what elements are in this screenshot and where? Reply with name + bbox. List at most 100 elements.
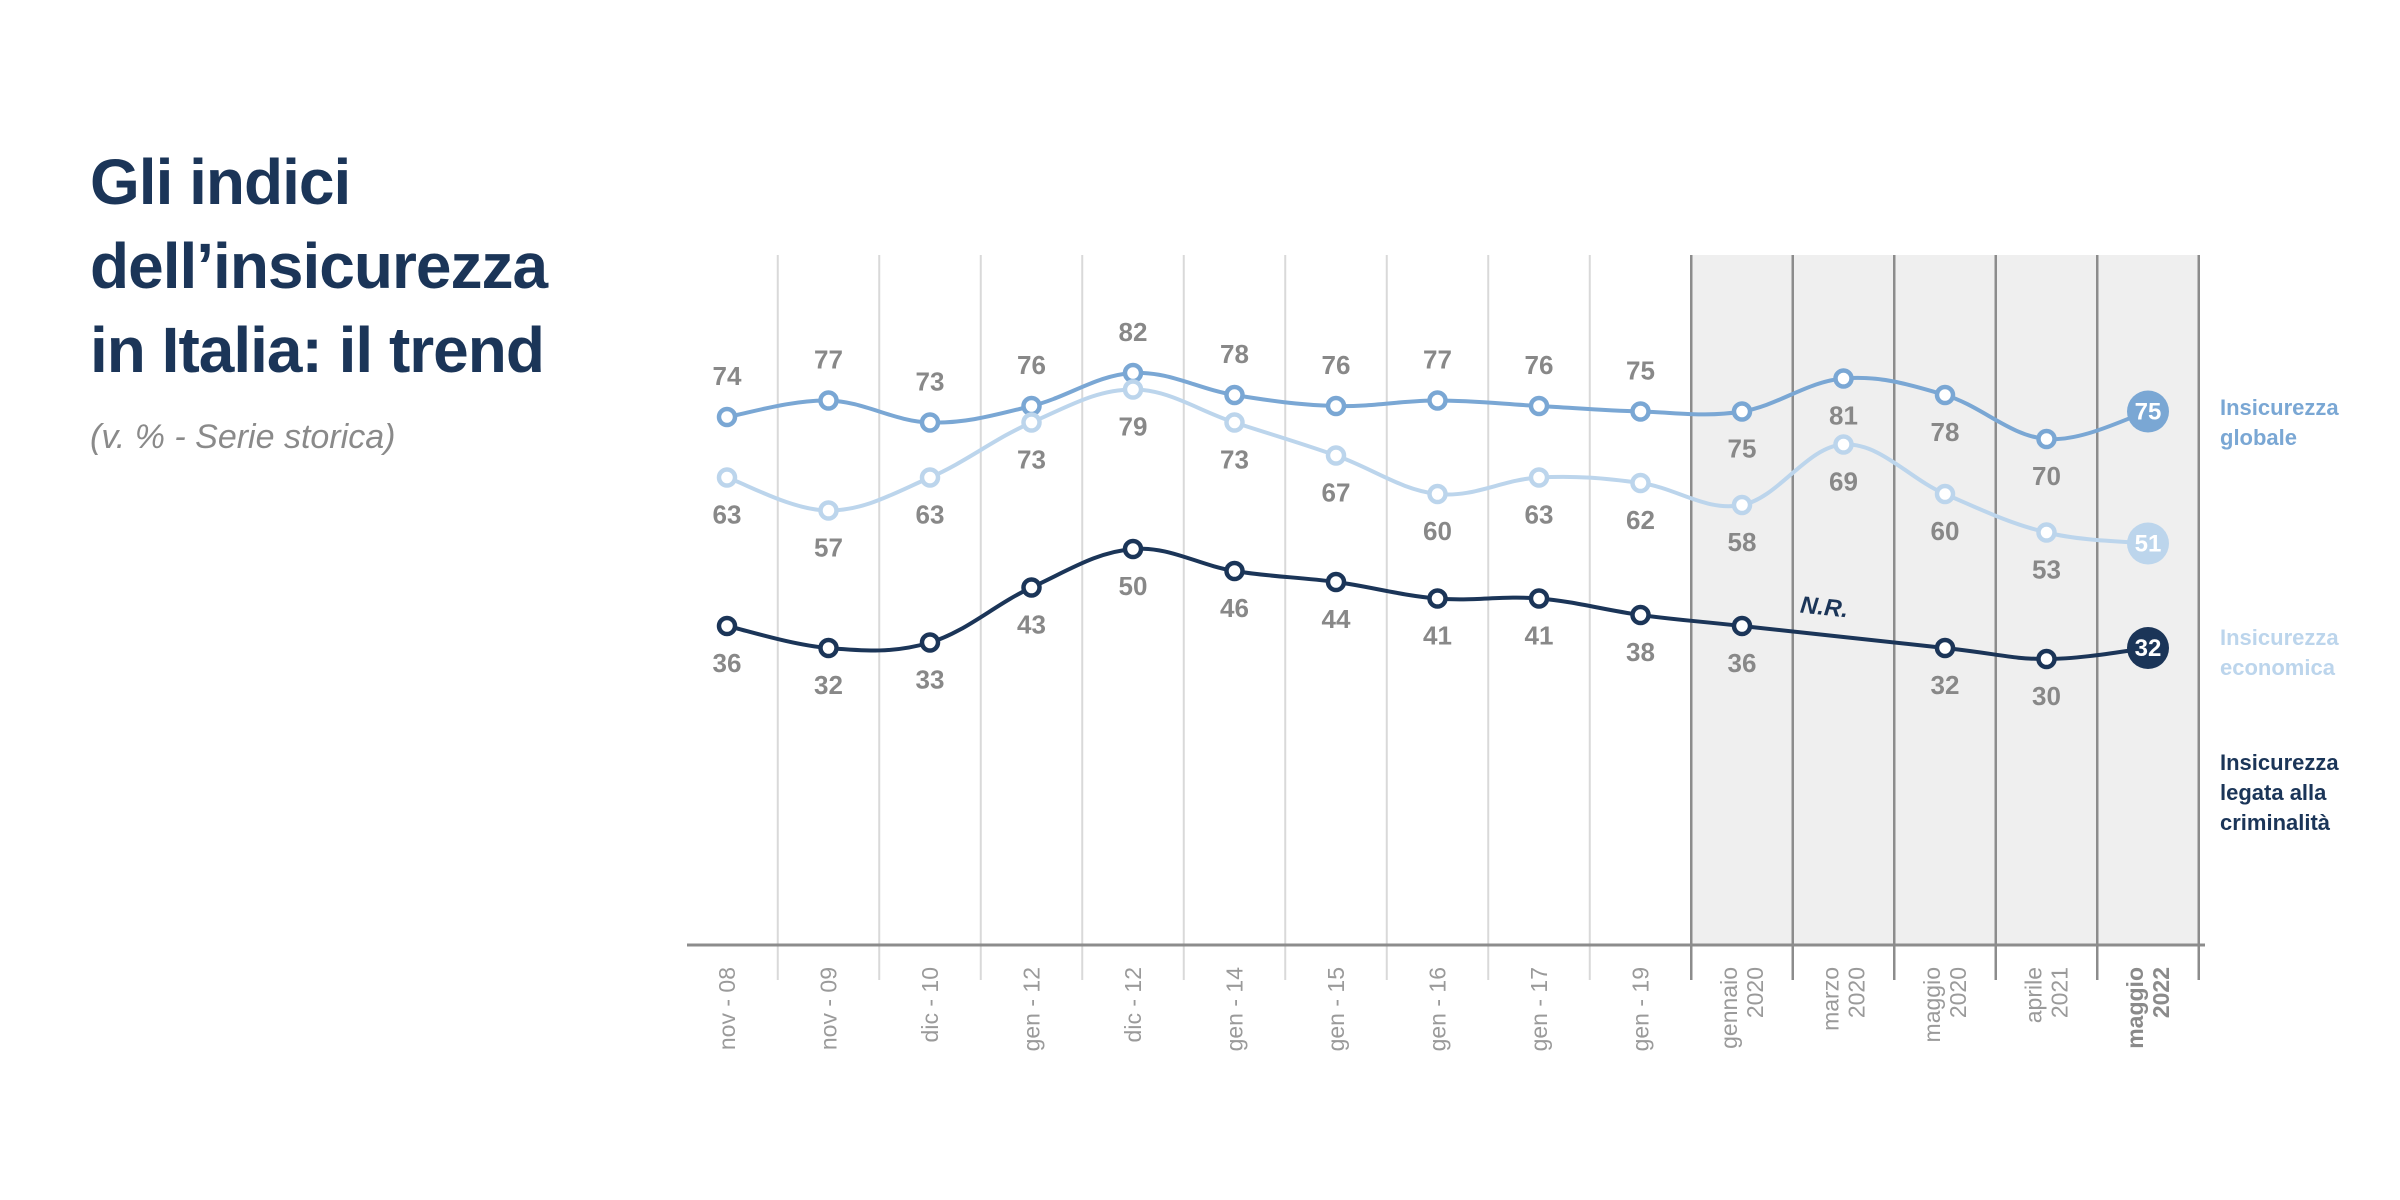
x-tick-label: maggio [2122,967,2148,1049]
legend-label: globale [2220,425,2297,450]
data-label: 81 [1829,401,1858,431]
page-title-line-1: Gli indici [90,146,351,218]
data-point [1224,384,1245,406]
page-title-line-3: in Italia: il trend [90,314,545,386]
x-tick-label: maggio [1919,967,1945,1042]
data-label: 53 [2032,555,2061,585]
data-point [1021,577,1042,598]
end-value-label: 51 [2135,531,2162,558]
data-point [1630,604,1651,626]
data-label: 73 [916,367,945,397]
legend-label: legata alla [2220,780,2327,805]
data-point [1325,395,1347,417]
data-point [1934,637,1956,659]
x-tick-label: 2022 [2148,967,2174,1018]
data-label: 77 [814,345,843,375]
data-label: 57 [814,533,843,563]
data-label: 76 [1322,350,1351,380]
x-tick-label: 2020 [1742,967,1768,1018]
data-point [1630,401,1651,422]
data-point [1427,483,1448,505]
data-label: 44 [1322,604,1351,634]
data-label: 76 [1017,350,1046,380]
data-label: 78 [1931,417,1960,447]
data-label: 41 [1525,621,1554,651]
data-point [1021,395,1042,417]
data-label: 77 [1423,345,1452,375]
data-point [919,467,941,488]
highlight-band [1691,255,2199,945]
legend-label: criminalità [2220,810,2331,835]
x-tick-label: gennaio [1716,967,1742,1049]
data-point [818,390,839,411]
data-point [2036,522,2057,543]
data-label: 38 [1626,637,1655,667]
data-point [716,615,738,637]
data-point [2036,428,2057,450]
data-point [1731,615,1753,637]
data-point [1630,472,1651,494]
data-point [1934,384,1956,406]
series-1: 63 57 63 73 79 73 67 60 63 62 58 69 60 53 51 Insicurezz… [713,379,2339,680]
legend-label: Insicurezza [2220,750,2339,775]
data-point [2036,648,2057,670]
series-line [726,546,2149,662]
data-label: 69 [1829,467,1858,497]
legend-label: Insicurezza [2220,395,2339,420]
page-title-line-2: dell’insicurezza [90,230,548,302]
data-point [1122,538,1144,560]
data-label: 32 [814,670,843,700]
x-tick-label: gen - 17 [1526,967,1552,1051]
data-point [1528,588,1550,609]
data-label: 36 [1728,648,1757,678]
data-label: 78 [1220,339,1249,369]
data-label: 60 [1931,516,1960,546]
data-label: 33 [916,665,945,695]
data-point [1934,483,1956,505]
x-tick-label: marzo [1818,967,1844,1031]
data-point [1528,395,1550,417]
data-label: 58 [1728,527,1757,557]
x-tick-label: nov - 09 [816,967,842,1050]
data-point [818,500,839,521]
data-label: 74 [713,361,742,391]
data-label: 82 [1119,317,1148,347]
data-label: 73 [1017,445,1046,475]
data-label: 46 [1220,593,1249,623]
x-tick-label: gen - 19 [1628,967,1654,1051]
data-label: 32 [1931,670,1960,700]
data-label: 43 [1017,610,1046,640]
x-tick-label: dic - 10 [917,967,943,1042]
data-point [1122,379,1144,400]
data-point [716,467,738,488]
data-label: 63 [916,500,945,530]
legend-label: economica [2220,655,2336,680]
x-tick-label: dic - 12 [1120,967,1146,1042]
x-tick-label: 2021 [2047,967,2073,1018]
data-point [1224,412,1245,433]
x-tick-label: gen - 15 [1323,967,1349,1051]
data-label: 67 [1322,478,1351,508]
x-tick-label: gen - 14 [1222,967,1248,1052]
data-point [919,412,941,433]
data-label: 73 [1220,445,1249,475]
data-label: 30 [2032,681,2061,711]
data-label: 62 [1626,505,1655,535]
x-tick-label: 2020 [1945,967,1971,1018]
data-label: 36 [713,648,742,678]
data-point [1833,368,1854,389]
x-tick-label: gen - 16 [1425,967,1451,1051]
data-point [1731,494,1753,516]
data-point [818,637,839,659]
data-point [1325,445,1347,466]
end-marker [2127,522,2169,565]
not-recorded-note: N.R. [1799,592,1850,624]
data-point [1427,588,1448,609]
data-label: 76 [1525,350,1554,380]
legend-label: Insicurezza [2220,625,2339,650]
data-label: 60 [1423,516,1452,546]
end-marker [2127,390,2169,433]
data-label: 75 [1626,356,1655,386]
x-tick-label: 2020 [1844,967,1870,1018]
